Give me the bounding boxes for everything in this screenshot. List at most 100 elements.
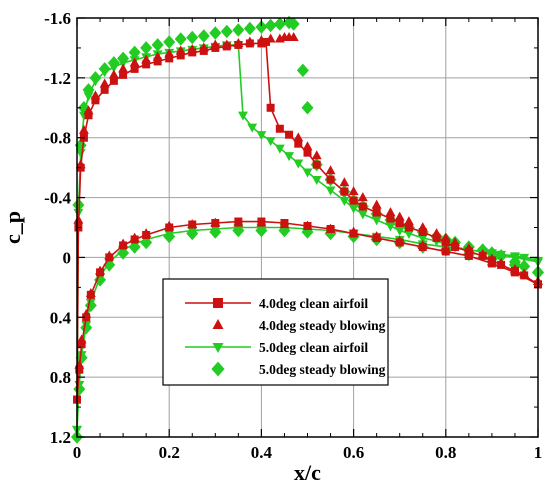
legend-marker xyxy=(213,298,223,308)
data-point xyxy=(325,186,336,196)
data-point xyxy=(107,56,120,70)
data-point xyxy=(296,63,309,78)
data-point xyxy=(238,111,248,121)
data-point xyxy=(293,159,304,169)
data-point xyxy=(394,226,405,236)
data-point xyxy=(280,219,289,228)
data-point xyxy=(301,101,314,115)
data-point xyxy=(255,20,268,34)
data-point xyxy=(85,298,96,308)
y-axis-label: c_p xyxy=(0,211,25,244)
data-point xyxy=(357,192,368,202)
data-point xyxy=(385,222,396,232)
x-tick-label: 0 xyxy=(73,443,82,462)
legend-label: 4.0deg clean airfoil xyxy=(259,296,368,311)
data-point xyxy=(339,196,350,206)
data-point xyxy=(285,130,294,139)
legend-box xyxy=(162,278,389,386)
data-point xyxy=(294,139,303,148)
data-point xyxy=(312,160,321,169)
data-point xyxy=(288,32,299,42)
legend-label: 5.0deg steady blowing xyxy=(259,362,386,377)
data-point xyxy=(91,96,100,105)
data-point xyxy=(348,186,359,196)
data-point xyxy=(510,268,519,277)
data-point xyxy=(100,85,109,94)
data-point xyxy=(340,187,349,196)
data-point xyxy=(232,23,245,37)
x-tick-label: 1 xyxy=(534,443,543,462)
x-tick-label: 0.2 xyxy=(159,443,180,462)
data-point xyxy=(99,78,110,88)
data-point xyxy=(165,54,174,63)
data-point xyxy=(273,17,286,31)
data-point xyxy=(211,43,220,52)
data-point xyxy=(108,69,119,79)
data-point xyxy=(287,17,300,31)
data-point xyxy=(164,229,175,239)
data-point xyxy=(257,217,266,226)
data-point xyxy=(119,241,128,250)
y-tick-label: -1.6 xyxy=(44,9,71,28)
data-point xyxy=(257,39,266,48)
data-point xyxy=(349,196,358,205)
data-point xyxy=(418,242,427,251)
legend-marker xyxy=(212,343,224,353)
data-point xyxy=(520,271,529,280)
x-axis-label: x/c xyxy=(294,460,321,485)
data-point xyxy=(265,137,276,147)
data-point xyxy=(199,46,208,55)
data-point xyxy=(77,340,86,349)
data-point xyxy=(83,92,94,102)
data-point xyxy=(256,131,267,141)
data-point xyxy=(275,124,284,133)
data-point xyxy=(211,219,220,228)
x-tick-label: 0.4 xyxy=(251,443,273,462)
data-point xyxy=(385,207,396,217)
data-point xyxy=(518,259,531,274)
data-point xyxy=(163,35,176,49)
data-point xyxy=(165,223,174,232)
x-tick-label: 0.6 xyxy=(343,443,364,462)
data-point xyxy=(187,226,198,236)
data-point xyxy=(303,148,312,157)
series-0 xyxy=(73,37,542,404)
legend: 4.0deg clean airfoil 4.0deg steady blowin… xyxy=(162,278,389,386)
data-point xyxy=(197,29,210,43)
data-point xyxy=(247,123,258,133)
data-point xyxy=(105,253,114,262)
data-point xyxy=(118,63,129,73)
data-point xyxy=(78,124,89,134)
legend-label: 4.0deg steady blowing xyxy=(259,318,386,333)
data-point xyxy=(274,144,285,154)
data-point xyxy=(326,224,335,233)
data-point xyxy=(82,313,91,322)
data-point xyxy=(81,321,92,331)
data-point xyxy=(464,247,473,256)
data-point xyxy=(188,220,197,229)
data-point xyxy=(478,251,487,260)
y-tick-label: -1.2 xyxy=(44,69,71,88)
data-point xyxy=(311,150,322,160)
data-point xyxy=(311,176,322,186)
data-point xyxy=(403,216,414,226)
data-point xyxy=(371,199,382,209)
data-point xyxy=(372,233,381,242)
data-point xyxy=(264,18,277,33)
legend-label: 5.0deg clean airfoil xyxy=(259,340,368,355)
data-point xyxy=(75,365,84,374)
data-point xyxy=(234,217,243,226)
data-point xyxy=(394,211,405,221)
data-point xyxy=(90,77,101,87)
data-point xyxy=(86,290,95,299)
data-point xyxy=(99,68,110,78)
data-point xyxy=(386,214,395,223)
data-point xyxy=(142,230,151,239)
data-point xyxy=(349,229,358,238)
data-point xyxy=(441,238,450,247)
data-point xyxy=(188,48,197,57)
data-point xyxy=(418,227,427,236)
data-point xyxy=(243,21,256,36)
data-point xyxy=(220,24,233,39)
